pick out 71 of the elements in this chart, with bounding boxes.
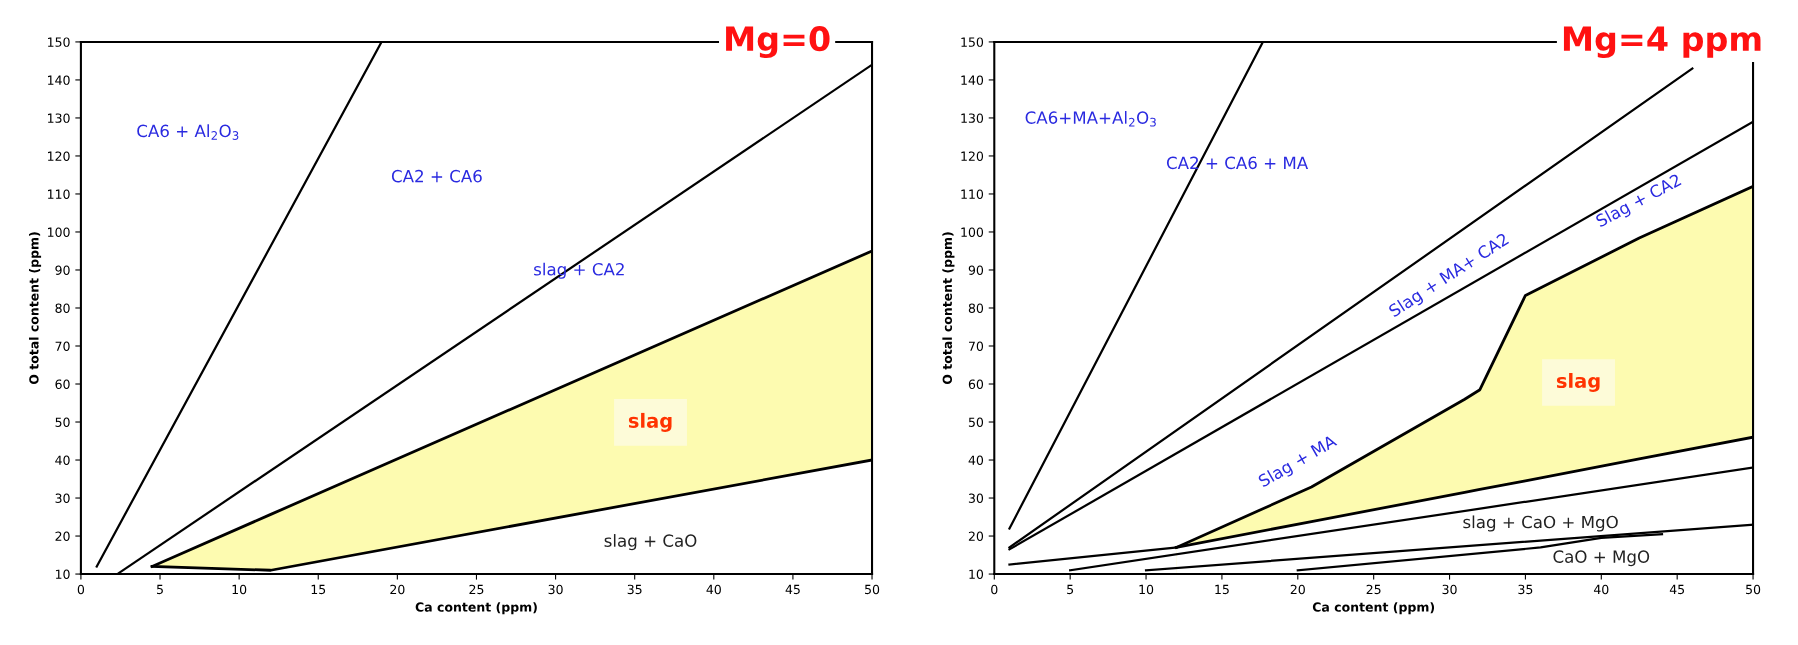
annotation: slag + CaO + MgO (1463, 515, 1618, 532)
y-axis-title: O total content (ppm) (942, 232, 955, 385)
annotation: slag + CaO (604, 534, 697, 551)
y-tick-label: 120 (48, 151, 70, 161)
y-tick-label: 10 (55, 569, 70, 579)
y-tick-label: 20 (55, 531, 70, 541)
chart-title: Mg=0 (726, 26, 830, 59)
annotation: CA6 + Al$_{2}$O$_{3}$ (137, 124, 239, 140)
x-tick-label: 50 (865, 584, 880, 595)
y-tick-label: 10 (969, 569, 984, 579)
x-tick-label: 15 (1215, 584, 1229, 595)
x-tick-label: 20 (1290, 584, 1305, 595)
y-tick-label: 30 (968, 493, 984, 503)
y-axis-title: O total content (ppm) (28, 232, 42, 385)
x-tick-label: 5 (1067, 584, 1074, 595)
x-axis-title: Ca content (ppm) (1312, 602, 1435, 615)
x-tick-label: 40 (706, 584, 721, 595)
y-tick-label: 20 (968, 531, 984, 541)
x-tick-label: 0 (77, 584, 85, 595)
annotation: CaO + MgO (1553, 550, 1650, 567)
y-tick-label: 60 (968, 379, 984, 389)
x-tick-label: 50 (1746, 584, 1761, 595)
x-tick-label: 35 (627, 584, 642, 595)
x-tick-label: 35 (1518, 584, 1533, 595)
y-tick-label: 130 (961, 113, 984, 123)
y-tick-label: 100 (961, 227, 984, 237)
y-tick-label: 150 (48, 37, 70, 47)
x-tick-label: 5 (157, 584, 163, 595)
x-tick-label: 25 (469, 584, 484, 595)
annotation: CA2 + CA6 (391, 169, 482, 183)
annotation: CA2 + CA6 + MA (1166, 156, 1309, 170)
y-tick-label: 140 (961, 75, 984, 85)
y-tick-label: 140 (48, 75, 70, 85)
y-tick-label: 40 (968, 455, 984, 465)
x-tick-label: 10 (1139, 584, 1154, 595)
y-tick-label: 130 (48, 113, 70, 123)
y-tick-label: 150 (961, 37, 984, 47)
y-tick-label: 90 (55, 265, 70, 275)
annotation: CA6+MA+Al$_{2}$O$_{3}$ (1025, 111, 1156, 127)
y-tick-label: 80 (968, 303, 984, 313)
annotation: slag + CA2 (534, 262, 624, 279)
y-tick-label: 70 (55, 341, 70, 351)
x-axis-title: Ca content (ppm) (415, 602, 537, 615)
x-tick-label: 10 (232, 584, 247, 595)
y-tick-label: 30 (55, 493, 70, 503)
y-tick-label: 70 (969, 341, 984, 351)
y-tick-label: 120 (961, 151, 984, 161)
y-tick-label: 50 (55, 417, 70, 427)
x-tick-label: 25 (1366, 584, 1381, 595)
y-tick-label: 80 (55, 303, 70, 313)
y-tick-label: 110 (48, 189, 70, 199)
x-tick-label: 0 (991, 584, 998, 595)
x-tick-label: 45 (1669, 584, 1685, 595)
annotation: Slag + MA (1257, 433, 1340, 491)
annotation: Slag + MA+ CA2 (1387, 232, 1511, 321)
annotation: Slag + CA2 (1594, 173, 1684, 231)
y-tick-label: 60 (55, 379, 70, 389)
x-tick-label: 40 (1593, 584, 1609, 595)
x-tick-label: 30 (548, 584, 563, 595)
x-tick-label: 20 (390, 584, 405, 595)
x-tick-label: 45 (785, 584, 800, 595)
y-tick-label: 90 (968, 265, 984, 275)
y-tick-label: 100 (48, 227, 70, 237)
y-tick-label: 110 (961, 189, 984, 199)
y-tick-label: 40 (55, 455, 70, 465)
x-tick-label: 30 (1442, 584, 1457, 595)
annotation: slag (1556, 373, 1600, 392)
y-tick-label: 50 (968, 417, 984, 427)
x-tick-label: 15 (311, 584, 326, 595)
chart-title: Mg=4 ppm (1563, 26, 1761, 59)
annotation: slag (628, 412, 672, 432)
